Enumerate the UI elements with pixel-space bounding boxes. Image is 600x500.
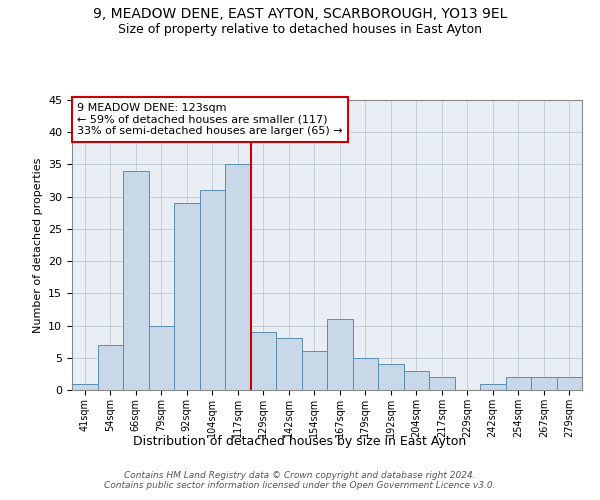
- Bar: [276, 338, 302, 390]
- Bar: [480, 384, 505, 390]
- Bar: [404, 370, 429, 390]
- Bar: [199, 190, 225, 390]
- Bar: [123, 171, 149, 390]
- Text: Contains HM Land Registry data © Crown copyright and database right 2024.
Contai: Contains HM Land Registry data © Crown c…: [104, 470, 496, 490]
- Bar: [251, 332, 276, 390]
- Bar: [505, 377, 531, 390]
- Text: Distribution of detached houses by size in East Ayton: Distribution of detached houses by size …: [133, 435, 467, 448]
- Text: 9, MEADOW DENE, EAST AYTON, SCARBOROUGH, YO13 9EL: 9, MEADOW DENE, EAST AYTON, SCARBOROUGH,…: [93, 8, 507, 22]
- Bar: [353, 358, 378, 390]
- Text: 9 MEADOW DENE: 123sqm
← 59% of detached houses are smaller (117)
33% of semi-det: 9 MEADOW DENE: 123sqm ← 59% of detached …: [77, 103, 343, 136]
- Bar: [378, 364, 404, 390]
- Bar: [429, 377, 455, 390]
- Bar: [97, 345, 123, 390]
- Bar: [72, 384, 97, 390]
- Bar: [557, 377, 582, 390]
- Bar: [302, 352, 327, 390]
- Bar: [174, 203, 199, 390]
- Bar: [531, 377, 557, 390]
- Bar: [149, 326, 174, 390]
- Bar: [225, 164, 251, 390]
- Text: Size of property relative to detached houses in East Ayton: Size of property relative to detached ho…: [118, 22, 482, 36]
- Bar: [327, 319, 353, 390]
- Y-axis label: Number of detached properties: Number of detached properties: [32, 158, 43, 332]
